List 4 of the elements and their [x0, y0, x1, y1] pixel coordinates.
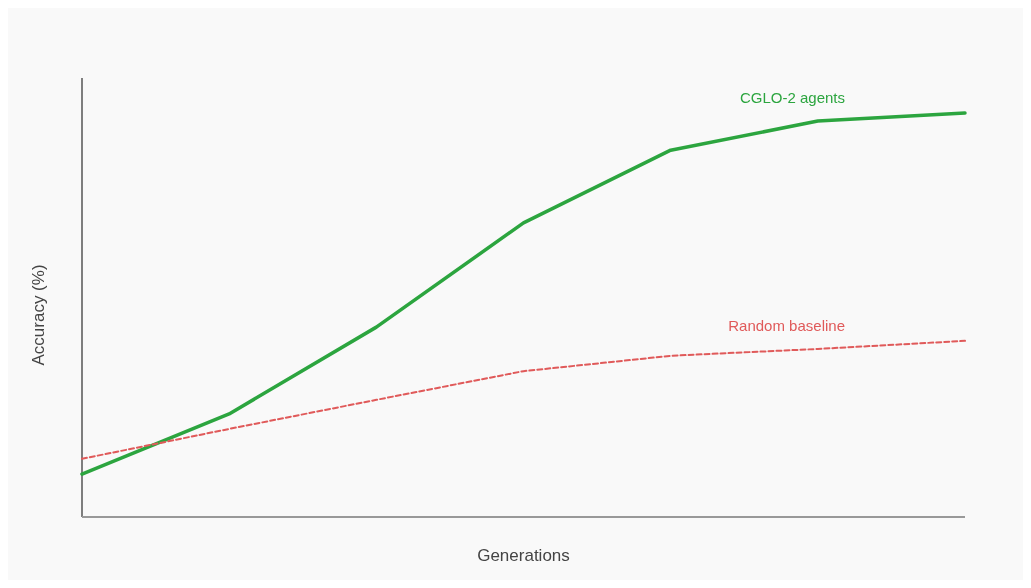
y-axis-title: Accuracy (%) — [29, 264, 48, 366]
series-label: Random baseline — [728, 316, 845, 334]
series-label: CGLO-2 agents — [739, 89, 845, 106]
x-axis-title: Generations — [477, 546, 570, 565]
